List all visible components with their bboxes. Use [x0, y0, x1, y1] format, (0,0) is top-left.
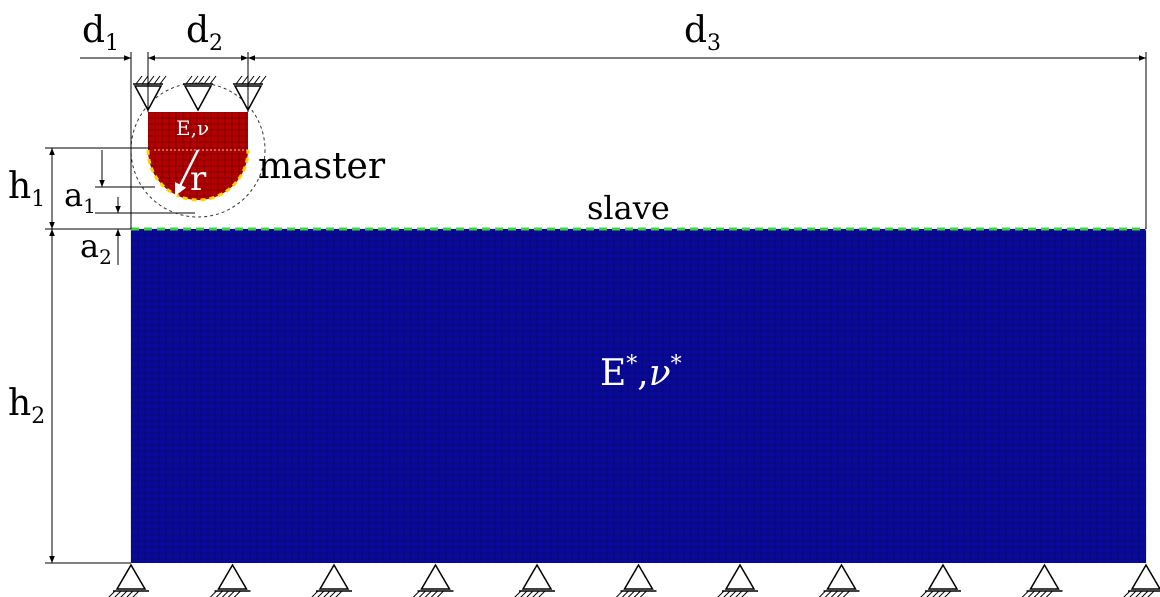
bottom-supports — [108, 563, 1160, 597]
fixed-support-icon — [233, 75, 267, 112]
top-supports — [133, 75, 267, 112]
indenter-mesh-lines — [148, 112, 248, 200]
d2-label: d2 — [186, 10, 223, 56]
pin-support-icon — [514, 563, 555, 597]
dimension-lines — [45, 52, 1147, 564]
d3-label: d3 — [684, 10, 721, 56]
pin-support-icon — [717, 563, 758, 597]
h1-label: h1 — [8, 166, 45, 212]
pin-support-icon — [108, 563, 149, 597]
pin-support-icon — [412, 563, 454, 597]
radius-arrow — [173, 149, 200, 197]
radius-label: r — [190, 159, 207, 199]
h2-label: h2 — [8, 383, 45, 429]
master-label: master — [258, 146, 386, 187]
a1-label: a1 — [64, 176, 96, 218]
d1-label: d1 — [82, 10, 119, 56]
pin-support-icon — [1123, 563, 1160, 597]
slave-label: slave — [587, 189, 670, 227]
pin-support-icon — [818, 563, 860, 597]
pin-support-icon — [615, 563, 657, 597]
pin-support-icon — [209, 563, 251, 597]
master-surface-line — [146, 149, 250, 202]
indenter-props-label: E,ν — [176, 116, 209, 140]
substrate-props-label: E*,ν* — [600, 352, 682, 394]
substrate-mesh-lines — [130, 228, 1147, 563]
a2-label: a2 — [80, 227, 112, 269]
pin-support-icon — [1021, 563, 1063, 597]
substrate-mesh — [131, 229, 1146, 563]
fixed-support-icon — [183, 75, 217, 112]
substrate-block — [130, 228, 1147, 563]
pin-support-icon — [920, 563, 961, 597]
fixed-support-icon — [133, 75, 167, 112]
pin-support-icon — [311, 563, 352, 597]
